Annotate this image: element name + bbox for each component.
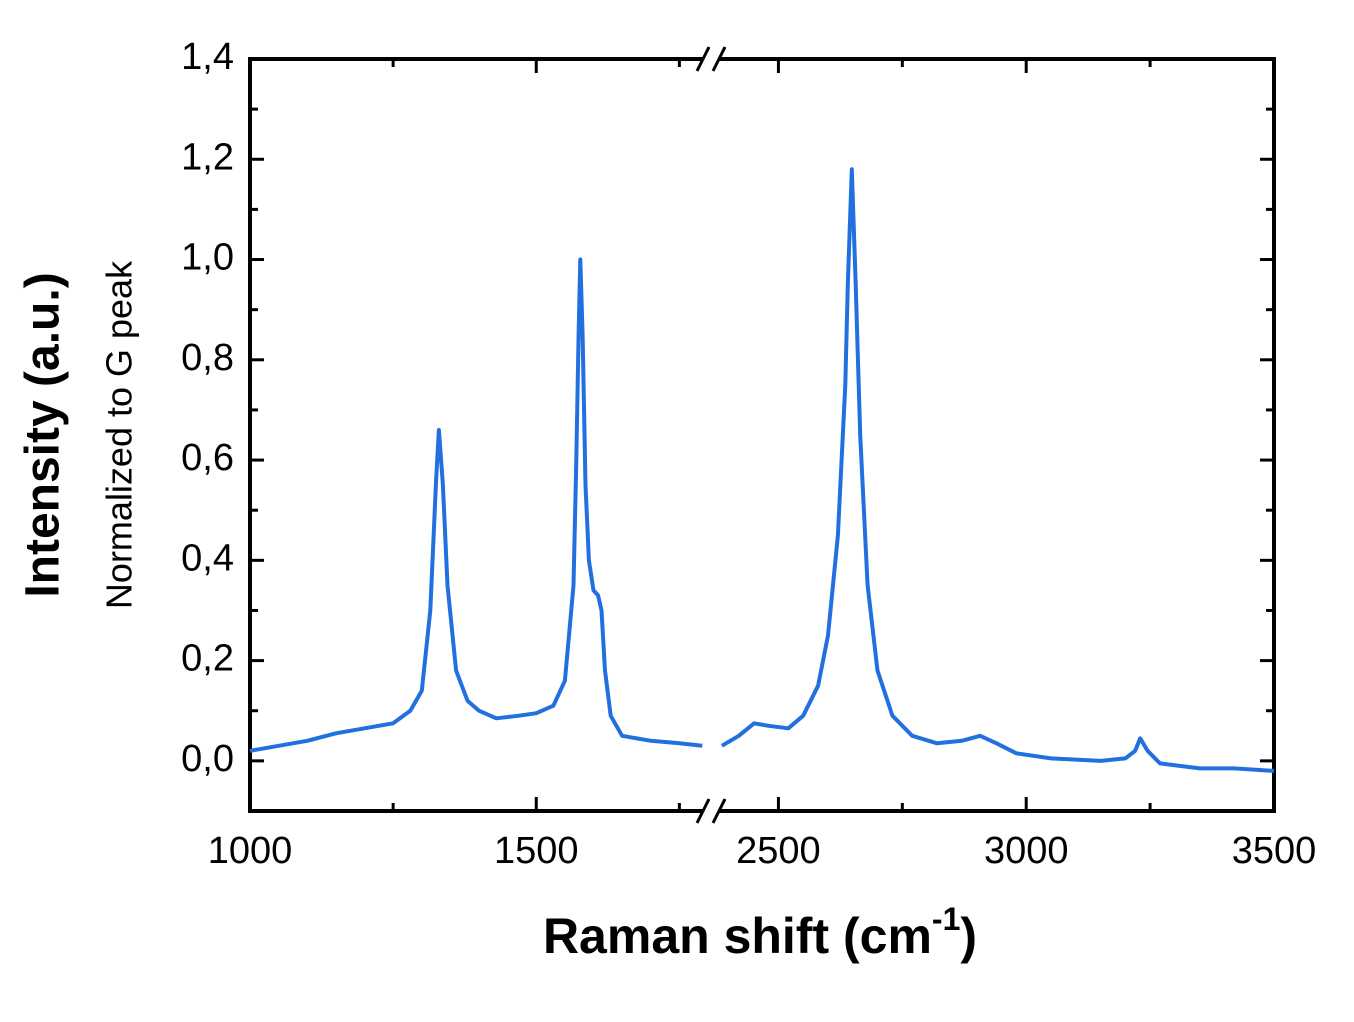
- x-tick-label: 1000: [208, 830, 293, 872]
- y-tick-label: 0,8: [181, 337, 234, 379]
- data-line: [249, 167, 1275, 773]
- x-axis-label-text: Raman shift (cm: [543, 908, 932, 964]
- y-tick-label: 0,6: [181, 437, 234, 479]
- axis-break-mark: [695, 46, 711, 72]
- y-tick-label: 0,0: [181, 738, 234, 780]
- y-tick-label: 1,0: [181, 237, 234, 279]
- y-tick-label: 1,4: [181, 36, 234, 78]
- x-tick-label: 3000: [984, 830, 1069, 872]
- axis-break-gap: [703, 805, 719, 817]
- axis-break-mark: [711, 798, 727, 824]
- axis-break-gap: [703, 53, 719, 65]
- x-axis-label-sup: -1: [932, 901, 960, 937]
- x-axis-label: Raman shift (cm-1): [543, 901, 977, 964]
- axis-break-mark: [695, 798, 711, 824]
- y-tick-label: 0,4: [181, 537, 234, 579]
- x-tick-label: 3500: [1232, 830, 1317, 872]
- y-tick-label: 1,2: [181, 136, 234, 178]
- axis-break-mark: [711, 46, 727, 72]
- x-tick-label: 2500: [736, 830, 821, 872]
- x-axis-label-end: ): [960, 908, 977, 964]
- plot-frame: [248, 57, 1276, 813]
- y-axis-label: Intensity (a.u.): [17, 272, 70, 597]
- x-tick-label: 1500: [494, 830, 579, 872]
- y-tick-label: 0,2: [181, 638, 234, 680]
- y-axis-sublabel: Normalized to G peak: [99, 260, 140, 609]
